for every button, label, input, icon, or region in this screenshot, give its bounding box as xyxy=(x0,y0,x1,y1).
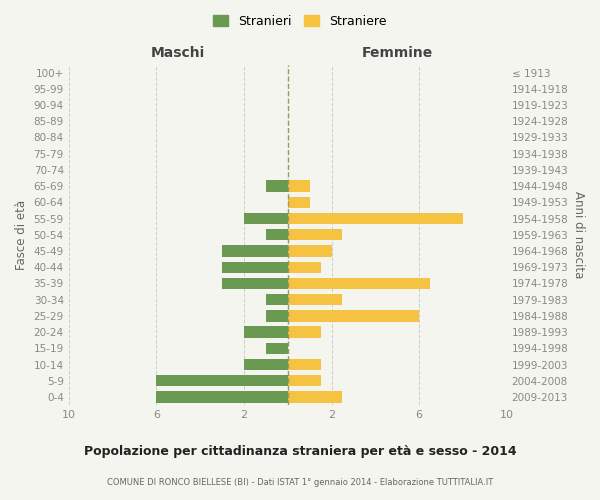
Text: COMUNE DI RONCO BIELLESE (BI) - Dati ISTAT 1° gennaio 2014 - Elaborazione TUTTIT: COMUNE DI RONCO BIELLESE (BI) - Dati IST… xyxy=(107,478,493,487)
Bar xyxy=(266,180,287,192)
Bar xyxy=(287,294,343,306)
Bar xyxy=(156,392,287,402)
Text: Maschi: Maschi xyxy=(151,46,205,60)
Bar xyxy=(222,278,287,289)
Bar xyxy=(156,375,287,386)
Bar xyxy=(266,342,287,354)
Bar xyxy=(287,310,419,322)
Y-axis label: Anni di nascita: Anni di nascita xyxy=(572,191,585,278)
Text: Popolazione per cittadinanza straniera per età e sesso - 2014: Popolazione per cittadinanza straniera p… xyxy=(83,445,517,458)
Bar xyxy=(287,180,310,192)
Legend: Stranieri, Straniere: Stranieri, Straniere xyxy=(209,11,391,32)
Bar xyxy=(287,326,320,338)
Bar xyxy=(287,278,430,289)
Bar xyxy=(287,392,343,402)
Bar xyxy=(287,262,320,273)
Bar xyxy=(287,375,320,386)
Bar xyxy=(244,326,287,338)
Bar xyxy=(266,294,287,306)
Bar xyxy=(287,196,310,208)
Text: Femmine: Femmine xyxy=(362,46,433,60)
Bar xyxy=(244,213,287,224)
Bar xyxy=(287,359,320,370)
Bar xyxy=(266,310,287,322)
Bar xyxy=(287,213,463,224)
Bar xyxy=(287,246,331,256)
Bar xyxy=(222,262,287,273)
Y-axis label: Fasce di età: Fasce di età xyxy=(15,200,28,270)
Bar xyxy=(222,246,287,256)
Bar xyxy=(266,229,287,240)
Bar xyxy=(287,229,343,240)
Bar xyxy=(244,359,287,370)
